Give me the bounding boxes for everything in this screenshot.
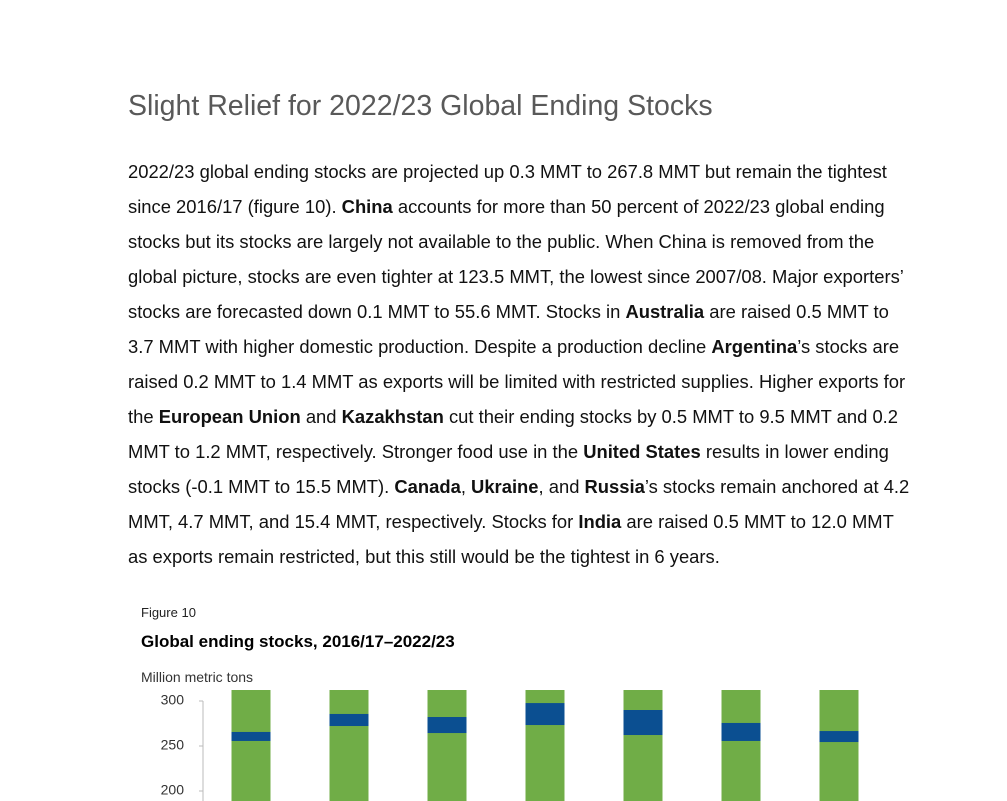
- text-line: raised 0.2 MMT to 1.4 MMT as exports wil…: [128, 368, 909, 403]
- bar-segment: [721, 722, 761, 741]
- text: stocks are forecasted down 0.1 MMT to 55…: [128, 301, 626, 322]
- text: MMT, 4.7 MMT, and 15.4 MMT, respectively…: [128, 511, 579, 532]
- text: stocks but its stocks are largely not av…: [128, 231, 875, 252]
- bar-segment: [231, 690, 271, 801]
- y-axis-label: Million metric tons: [141, 669, 254, 685]
- bold-text: United States: [583, 441, 701, 462]
- text: ,: [460, 476, 472, 497]
- bar-segment: [427, 690, 467, 801]
- bold-text: China: [341, 196, 393, 217]
- text: raised 0.2 MMT to 1.4 MMT as exports wil…: [128, 371, 906, 392]
- text-line: global picture, stocks are even tighter …: [128, 263, 909, 298]
- text: since 2016/17 (figure 10).: [128, 196, 342, 217]
- text: and: [300, 406, 342, 427]
- text: global picture, stocks are even tighter …: [128, 266, 904, 287]
- text: accounts for more than 50 percent of 202…: [392, 196, 885, 217]
- text-line: stocks are forecasted down 0.1 MMT to 55…: [128, 298, 909, 333]
- y-tick-label: 250: [161, 737, 185, 753]
- figure-label: Figure 10: [141, 605, 196, 620]
- text: cut their ending stocks by 0.5 MMT to 9.…: [443, 406, 899, 427]
- text: 2022/23 global ending stocks are project…: [128, 161, 887, 182]
- bar-segment: [819, 690, 859, 801]
- bold-text: Russia: [584, 476, 645, 497]
- text: are raised 0.5 MMT to 12.0 MMT: [621, 511, 894, 532]
- y-tick-label: 300: [161, 692, 185, 708]
- text-line: 2022/23 global ending stocks are project…: [128, 158, 909, 193]
- text: ’s stocks are: [797, 336, 900, 357]
- text-line: stocks (-0.1 MMT to 15.5 MMT). Canada, U…: [128, 473, 909, 508]
- bar-segment: [721, 690, 761, 801]
- text: 3.7 MMT with higher domestic production.…: [128, 336, 712, 357]
- text: results in lower ending: [700, 441, 889, 462]
- text: as exports remain restricted, but this s…: [128, 546, 720, 567]
- bold-text: Kazakhstan: [341, 406, 444, 427]
- paragraph: 2022/23 global ending stocks are project…: [128, 158, 909, 578]
- bold-text: India: [578, 511, 622, 532]
- bar-segment: [427, 717, 467, 734]
- text-line: MMT, 4.7 MMT, and 15.4 MMT, respectively…: [128, 508, 909, 543]
- chart: 200 250 300: [161, 690, 859, 801]
- text: , and: [538, 476, 585, 497]
- text-line: as exports remain restricted, but this s…: [128, 543, 909, 578]
- bar-segment: [525, 703, 565, 726]
- text: MMT to 1.2 MMT, respectively. Stronger f…: [128, 441, 584, 462]
- heading: Slight Relief for 2022/23 Global Ending …: [128, 90, 713, 122]
- text: are raised 0.5 MMT to: [704, 301, 889, 322]
- bar-segment: [623, 690, 663, 801]
- bold-text: Argentina: [711, 336, 798, 357]
- bold-text: Ukraine: [471, 476, 539, 497]
- bold-text: Canada: [394, 476, 461, 497]
- text-line: stocks but its stocks are largely not av…: [128, 228, 909, 263]
- bar-segment: [819, 731, 859, 743]
- text: the: [128, 406, 159, 427]
- bar-segment: [329, 690, 369, 801]
- bar-segment: [231, 731, 271, 741]
- text-line: MMT to 1.2 MMT, respectively. Stronger f…: [128, 438, 909, 473]
- bar-segment: [623, 710, 663, 736]
- text-line: 3.7 MMT with higher domestic production.…: [128, 333, 909, 368]
- text-line: since 2016/17 (figure 10). China account…: [128, 193, 909, 228]
- figure-title: Global ending stocks, 2016/17–2022/23: [141, 632, 455, 651]
- text-line: the European Union and Kazakhstan cut th…: [128, 403, 909, 438]
- bar-segment: [329, 713, 369, 727]
- text: stocks (-0.1 MMT to 15.5 MMT).: [128, 476, 395, 497]
- text: ’s stocks remain anchored at 4.2: [644, 476, 910, 497]
- bold-text: Australia: [625, 301, 705, 322]
- y-tick-label: 200: [161, 782, 185, 798]
- bold-text: European Union: [158, 406, 301, 427]
